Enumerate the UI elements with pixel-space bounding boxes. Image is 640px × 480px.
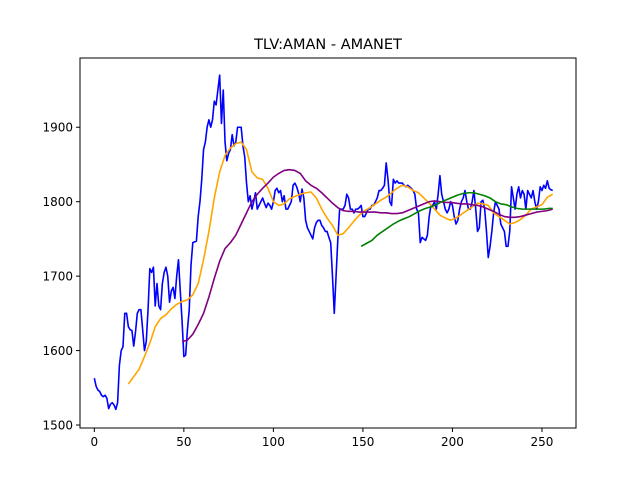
x-tick-label: 200: [441, 435, 464, 449]
x-tick-label: 100: [262, 435, 285, 449]
series-layer: [93, 74, 554, 411]
y-tick-label: 1600: [42, 344, 73, 358]
y-tick-label: 1800: [42, 195, 73, 209]
x-tick-label: 0: [91, 435, 99, 449]
x-tick-label: 50: [176, 435, 191, 449]
y-tick-label: 1900: [42, 121, 73, 135]
series-line-2: [127, 141, 554, 385]
y-tick-label: 1500: [42, 419, 73, 433]
x-tick-label: 250: [531, 435, 554, 449]
y-axis: 1500 1600 1700 1800 1900: [42, 121, 80, 433]
x-tick-label: 150: [351, 435, 374, 449]
plot-area-frame: [79, 57, 577, 429]
y-tick-label: 1700: [42, 270, 73, 284]
series-line-1: [93, 74, 554, 411]
series-line-4: [360, 191, 553, 248]
series-line-3: [181, 168, 553, 343]
chart-title: TLV:AMAN - AMANET: [253, 37, 402, 53]
x-axis: 0 50 100 150 200 250: [91, 428, 554, 449]
